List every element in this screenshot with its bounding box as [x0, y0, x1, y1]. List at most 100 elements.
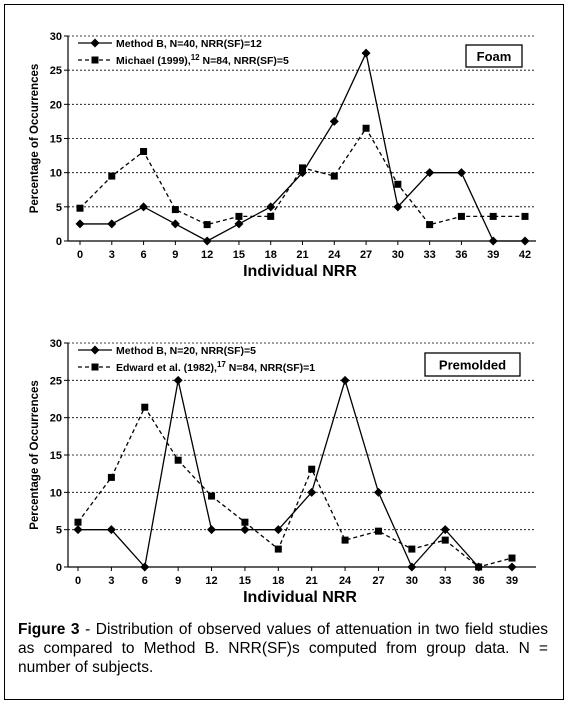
x-tick-label: 9 — [172, 249, 178, 261]
data-point-square — [74, 518, 82, 526]
x-tick-label: 9 — [175, 575, 181, 587]
data-point-diamond — [307, 487, 317, 497]
x-tick-label: 36 — [472, 575, 484, 587]
x-tick-label: 6 — [141, 249, 147, 261]
data-point-square — [174, 456, 182, 464]
x-tick-label: 27 — [360, 249, 372, 261]
panel-label-box — [424, 352, 521, 377]
legend-marker-square — [91, 56, 99, 64]
data-point-diamond — [207, 525, 217, 535]
data-point-diamond — [440, 525, 450, 535]
data-point-square — [457, 212, 465, 220]
x-tick-label: 6 — [142, 575, 148, 587]
y-tick-label: 10 — [50, 168, 62, 180]
x-tick-label: 24 — [339, 575, 352, 587]
x-tick-label: 0 — [77, 249, 83, 261]
x-tick-label: 18 — [265, 249, 277, 261]
data-point-diamond — [75, 219, 85, 229]
data-point-square — [521, 212, 529, 220]
legend-entry-1: Michael (1999),12 N=84, NRR(SF)=5 — [116, 53, 289, 67]
data-point-diamond — [107, 219, 117, 229]
figure-caption: Figure 3 - Distribution of observed valu… — [18, 620, 548, 677]
x-tick-label: 12 — [205, 575, 217, 587]
legend-entry-0: Method B, N=20, NRR(SF)=5 — [116, 345, 256, 357]
data-point-square — [489, 212, 497, 220]
data-point-diamond — [240, 525, 250, 535]
y-axis-title: Percentage of Occurrences — [29, 64, 41, 214]
data-point-diamond — [73, 525, 83, 535]
x-axis-title: Individual NRR — [243, 263, 357, 280]
legend-marker-square — [91, 363, 99, 371]
legend-name: Edward et al. (1982), — [116, 362, 217, 374]
legend-entry-0: Method B, N=40, NRR(SF)=12 — [116, 38, 262, 50]
y-tick-label: 25 — [50, 375, 62, 387]
x-tick-label: 3 — [108, 575, 114, 587]
data-point-square — [394, 180, 402, 188]
y-tick-label: 5 — [56, 202, 62, 214]
x-tick-label: 15 — [233, 249, 245, 261]
data-point-diamond — [170, 219, 180, 229]
data-point-diamond — [202, 236, 212, 246]
legend-entry-1: Edward et al. (1982),17 N=84, NRR(SF)=1 — [116, 360, 315, 374]
x-tick-label: 39 — [506, 575, 518, 587]
data-point-diamond — [340, 375, 350, 385]
data-point-diamond — [425, 168, 435, 178]
data-point-diamond — [329, 116, 339, 126]
series-line-1 — [77, 405, 513, 568]
y-tick-label: 25 — [50, 65, 62, 77]
data-point-square — [107, 473, 115, 481]
y-tick-label: 30 — [50, 338, 62, 350]
data-point-square — [508, 554, 516, 562]
x-tick-label: 15 — [239, 575, 251, 587]
caption-text: - Distribution of observed values of att… — [18, 621, 548, 676]
data-point-square — [308, 465, 316, 473]
legend-marker-diamond — [90, 38, 100, 48]
data-point-square — [475, 563, 483, 571]
data-point-diamond — [373, 487, 383, 497]
x-tick-label: 39 — [487, 249, 499, 261]
data-point-square — [208, 492, 216, 500]
y-tick-label: 5 — [56, 525, 62, 537]
data-point-diamond — [173, 375, 183, 385]
data-point-square — [267, 212, 275, 220]
data-point-square — [330, 172, 338, 180]
figure-frame — [4, 4, 564, 700]
data-point-square — [235, 212, 243, 220]
y-tick-label: 0 — [56, 562, 62, 574]
data-point-diamond — [507, 562, 517, 572]
data-point-square — [374, 527, 382, 535]
legend-name: Michael (1999), — [116, 55, 191, 67]
data-point-diamond — [140, 562, 150, 572]
data-point-diamond — [393, 202, 403, 212]
data-point-square — [141, 403, 149, 411]
x-tick-label: 12 — [201, 249, 213, 261]
data-point-square — [408, 545, 416, 553]
y-tick-label: 30 — [50, 31, 62, 43]
panel-label: Premolded — [439, 358, 506, 373]
x-tick-label: 21 — [306, 575, 318, 587]
data-point-square — [341, 536, 349, 544]
data-point-diamond — [488, 236, 498, 246]
legend-name: Method B, N=20, NRR(SF)=5 — [116, 345, 256, 357]
data-point-diamond — [106, 525, 116, 535]
data-point-square — [426, 221, 434, 229]
data-point-square — [108, 172, 116, 180]
legend-marker-diamond — [90, 345, 100, 355]
data-point-diamond — [139, 202, 149, 212]
x-tick-label: 33 — [439, 575, 451, 587]
data-point-square — [140, 147, 148, 155]
y-tick-label: 15 — [50, 450, 62, 462]
data-point-diamond — [273, 525, 283, 535]
x-tick-label: 24 — [328, 249, 341, 261]
data-point-square — [203, 221, 211, 229]
y-tick-label: 15 — [50, 134, 62, 146]
x-tick-label: 30 — [406, 575, 418, 587]
series-line-0 — [78, 378, 512, 569]
y-tick-label: 20 — [50, 413, 62, 425]
panel-label-box — [465, 44, 523, 68]
legend-reference-superscript: 17 — [217, 360, 226, 369]
data-point-diamond — [407, 562, 417, 572]
x-tick-label: 33 — [424, 249, 436, 261]
